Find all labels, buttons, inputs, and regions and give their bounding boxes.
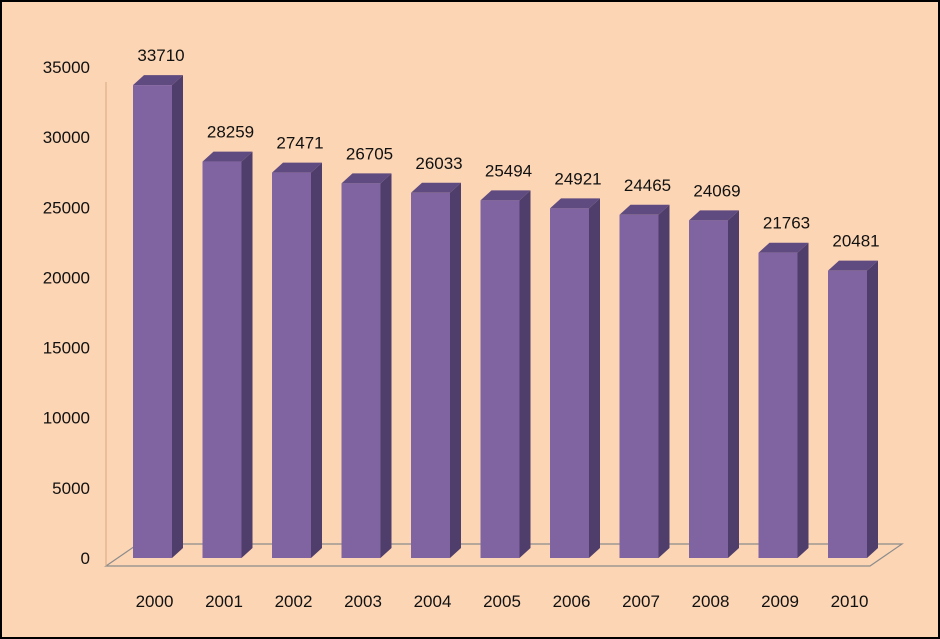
bar-top [133, 75, 183, 86]
bar [341, 173, 392, 558]
floor-plane [104, 543, 904, 567]
bar-front [272, 172, 311, 559]
bar-front [619, 214, 659, 558]
x-tick-label: 2001 [205, 592, 243, 611]
bar-side [728, 210, 739, 558]
bar [619, 204, 670, 558]
bar [689, 210, 739, 558]
bar-top [758, 242, 809, 253]
bar [758, 242, 809, 558]
x-tick-label: 2003 [344, 592, 382, 611]
x-tick-label: 2010 [831, 592, 869, 611]
bar [411, 182, 461, 559]
y-tick-label: 5000 [52, 479, 90, 498]
bar-top [411, 182, 461, 193]
bar-side [450, 182, 461, 559]
x-tick-label: 2004 [414, 592, 452, 611]
bar-side [241, 151, 253, 559]
y-axis: 0 5000 10000 15000 20000 25000 30000 35000 [43, 58, 90, 568]
bar-front [202, 161, 242, 559]
y-tick-label: 20000 [43, 268, 90, 287]
bar-front [480, 200, 520, 559]
data-label: 33710 [137, 46, 184, 65]
bar-top [272, 162, 322, 173]
x-tick-label: 2000 [136, 592, 174, 611]
x-tick-label: 2007 [622, 592, 660, 611]
bar [133, 75, 183, 558]
x-tick-label: 2002 [275, 592, 313, 611]
bar-front [411, 192, 450, 559]
data-label: 25494 [485, 161, 532, 180]
bar-side [589, 198, 600, 558]
bar-side [797, 242, 809, 558]
bar-front [828, 270, 867, 558]
data-label: 24069 [693, 181, 740, 200]
x-tick-label: 2009 [761, 592, 799, 611]
bar-side [311, 162, 322, 559]
bar-top [202, 151, 253, 162]
y-tick-label: 35000 [43, 58, 90, 77]
bar [828, 260, 878, 558]
data-label: 21763 [763, 214, 810, 233]
data-label: 24921 [554, 169, 601, 188]
y-tick-label: 30000 [43, 128, 90, 147]
bar-top [480, 190, 531, 201]
bar [550, 198, 600, 558]
data-labels: 33710 28259 27471 26705 26033 25494 24921 24465… [137, 46, 879, 251]
bar-front [689, 220, 728, 558]
x-axis: 2000 2001 2002 2003 2004 2005 2006 2007 2008 2009… [136, 592, 869, 611]
bar-front [133, 85, 172, 558]
bar-top [828, 260, 878, 271]
data-label: 26705 [346, 144, 393, 163]
x-tick-label: 2006 [553, 592, 591, 611]
x-tick-label: 2005 [483, 592, 521, 611]
y-tick-label: 25000 [43, 198, 90, 217]
bar-side [172, 75, 183, 558]
bar-front [550, 208, 589, 558]
data-label: 20481 [832, 232, 879, 251]
bar [480, 190, 531, 559]
y-tick-label: 0 [81, 549, 90, 568]
bar-top [619, 204, 670, 215]
bar [272, 162, 322, 559]
bar-side [658, 204, 670, 558]
bar-front [341, 183, 381, 558]
data-label: 27471 [276, 134, 323, 153]
chart-floor [104, 82, 904, 567]
x-tick-label: 2008 [692, 592, 730, 611]
bar-front [758, 252, 798, 558]
y-tick-label: 15000 [43, 339, 90, 358]
data-label: 26033 [415, 154, 462, 173]
bar [202, 151, 253, 559]
bar-top [550, 198, 600, 209]
bar-top [341, 173, 392, 184]
bar-side [380, 173, 392, 558]
bar-side [867, 260, 878, 558]
bar-side [519, 190, 531, 559]
data-label: 24465 [624, 176, 671, 195]
data-label: 28259 [207, 123, 254, 142]
y-tick-label: 10000 [43, 409, 90, 428]
bar-top [689, 210, 739, 221]
bars [133, 75, 878, 559]
